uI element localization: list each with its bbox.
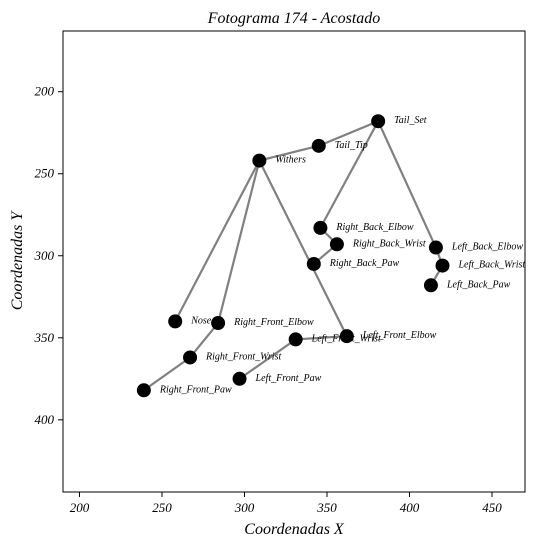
y-tick-label-350: 350 [34,330,55,345]
label-right-front-elbow: Right_Front_Elbow [233,317,314,328]
point-left-front-paw [232,371,247,386]
label-left-back-paw: Left_Back_Paw [446,279,511,290]
point-left-front-elbow [339,329,354,344]
label-left-front-elbow: Left_Front_Elbow [362,330,437,341]
label-left-back-elbow: Left_Back_Elbow [451,242,523,253]
keypoint-markers [136,114,450,398]
y-tick-label-300: 300 [34,248,55,263]
label-nose: Nose [190,315,212,326]
label-left-back-wrist: Left_Back_Wrist [458,260,526,271]
plot-frame [62,30,526,493]
point-right-front-wrist [183,350,198,365]
label-right-back-elbow: Right_Back_Elbow [335,222,414,233]
connection-tail-set-to-tail-tip [318,120,379,147]
point-tail-tip [311,138,326,153]
label-withers: Withers [275,155,306,166]
point-left-back-elbow [428,240,443,255]
label-tail-set: Tail_Set [394,115,427,126]
connection-right-front-elbow-to-right-front-wrist [189,322,219,359]
y-tick-label-250: 250 [35,166,55,181]
point-left-back-paw [423,278,438,293]
point-right-back-elbow [313,220,328,235]
x-tick-label-350: 350 [316,500,337,515]
point-left-front-wrist [288,332,303,347]
y-axis-label: Coordenadas Y [9,210,26,311]
point-tail-set [371,114,386,129]
connection-withers-to-right-front-elbow [217,160,261,324]
point-nose [168,314,183,329]
connection-tail-set-to-right-back-elbow [319,120,380,229]
point-right-back-paw [306,256,321,271]
connection-withers-to-left-front-elbow [258,160,348,337]
label-tail-tip: Tail_Tip [335,140,368,151]
label-right-front-wrist: Right_Front_Wrist [205,351,281,362]
x-tick-label-400: 400 [400,500,420,515]
keypoint-labels: Tail_Set Tail_Tip Withers Right_Back_Elbow R… [159,115,526,395]
chart-title: Fotograma 174 - Acostado [207,10,381,27]
y-axis-ticks: 200 250 300 350 400 [34,84,63,427]
connection-right-front-wrist-to-right-front-paw [143,356,191,392]
x-axis-label: Coordenadas X [244,521,345,538]
y-tick-label-200: 200 [35,84,55,99]
x-tick-label-450: 450 [482,500,502,515]
connection-withers-to-nose [174,160,261,322]
point-left-back-wrist [435,258,450,273]
label-left-front-paw: Left_Front_Paw [255,373,322,384]
connection-tail-set-to-left-back-elbow [377,120,437,249]
label-right-front-paw: Right_Front_Paw [159,384,232,395]
label-right-back-wrist: Right_Back_Wrist [352,238,426,249]
x-axis-ticks: 200 250 300 350 400 450 [70,492,502,515]
point-withers [252,153,267,168]
point-right-back-wrist [329,237,344,252]
x-tick-label-250: 250 [152,500,172,515]
x-tick-label-300: 300 [234,500,255,515]
point-right-front-paw [136,383,151,398]
label-left-front-wrist: Left_Front_Wrist [311,333,381,344]
x-tick-label-200: 200 [70,500,90,515]
connection-tail-tip-to-withers [259,144,320,162]
point-right-front-elbow [211,316,226,331]
connection-left-front-wrist-to-left-front-paw [238,338,297,380]
y-tick-label-400: 400 [35,412,55,427]
label-right-back-paw: Right_Back_Paw [329,258,400,269]
connection-left-front-elbow-to-left-front-wrist [295,335,347,341]
